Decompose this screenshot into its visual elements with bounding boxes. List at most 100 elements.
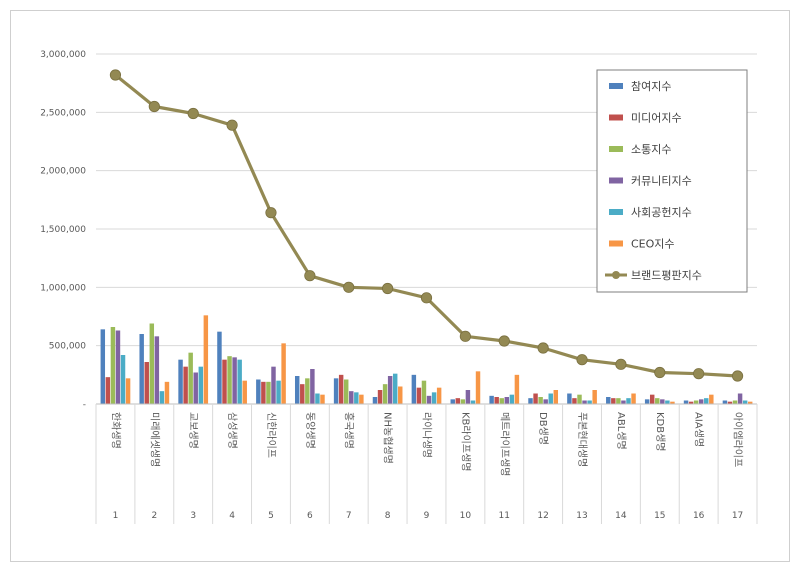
bar	[649, 394, 655, 404]
bar	[354, 392, 359, 404]
legend-swatch	[609, 177, 623, 184]
bar	[553, 390, 559, 404]
line-point	[187, 107, 199, 120]
bar	[237, 359, 242, 404]
bar	[421, 380, 427, 404]
bar	[475, 371, 481, 404]
bar	[436, 387, 442, 404]
line-point	[459, 330, 471, 342]
bar	[727, 401, 733, 404]
bar	[120, 355, 126, 404]
category-label: AIA생명	[693, 412, 705, 447]
bar	[577, 394, 582, 404]
category-label: 삼성생명	[226, 412, 238, 449]
bar	[606, 397, 611, 404]
legend-label: 미디어지수	[631, 112, 682, 125]
bar	[198, 366, 204, 404]
line-point	[693, 368, 705, 380]
bar	[737, 393, 743, 404]
bar	[178, 359, 183, 404]
bar	[450, 399, 455, 404]
bar	[300, 384, 305, 404]
bar	[611, 398, 616, 404]
bar	[533, 393, 538, 404]
bar	[359, 394, 364, 404]
line-point	[148, 100, 160, 113]
bar	[149, 323, 155, 404]
bar	[203, 315, 209, 404]
bar	[567, 393, 572, 404]
bar	[572, 398, 577, 404]
bar	[489, 395, 494, 404]
line-point	[576, 354, 588, 366]
rank-label: 4	[229, 511, 235, 521]
line-point	[304, 270, 316, 282]
category-label: KB라이프생명	[459, 412, 471, 471]
bar	[281, 343, 286, 404]
legend-line-marker	[612, 271, 620, 279]
bar	[655, 398, 660, 404]
line-point	[615, 358, 627, 370]
legend-label: 커뮤니티지수	[631, 175, 692, 188]
bar	[217, 331, 222, 404]
bar	[616, 398, 621, 404]
bar	[722, 400, 728, 404]
rank-label: 16	[693, 511, 705, 521]
bar	[538, 397, 543, 404]
bar	[392, 373, 398, 404]
bar	[693, 400, 699, 404]
rank-label: 9	[424, 511, 430, 521]
bar	[227, 356, 232, 404]
bar	[688, 401, 694, 404]
rank-label: 17	[732, 511, 743, 521]
rank-label: 15	[654, 511, 665, 521]
line-point	[537, 342, 549, 354]
bar	[504, 397, 510, 404]
bar	[631, 393, 636, 404]
line-point	[109, 69, 122, 81]
y-tick-label: 2,000,000	[40, 167, 86, 177]
line-series	[109, 69, 744, 382]
bar	[670, 401, 675, 404]
bar	[105, 377, 111, 404]
bar	[465, 390, 471, 404]
legend-label: 브랜드평판지수	[631, 269, 702, 282]
bar	[139, 334, 144, 404]
bar	[747, 401, 753, 404]
rank-label: 14	[615, 511, 627, 521]
x-axis: 한화생명 1 미래에셋생명 2 교보생명 3 삼성생명 4 신한라이프 5 동양생명 6 흥국생명 7 NH…	[95, 403, 758, 524]
rank-label: 10	[460, 511, 472, 521]
bar	[431, 392, 437, 404]
category-label: 신한라이프	[265, 412, 277, 458]
bar	[125, 378, 131, 404]
bar	[398, 386, 403, 404]
y-tick-label: 3,000,000	[40, 50, 86, 60]
rank-label: 1	[113, 511, 119, 521]
legend-label: CEO지수	[631, 238, 675, 251]
bar	[494, 397, 499, 404]
bar	[455, 398, 461, 404]
bar	[460, 399, 466, 404]
line-point	[731, 370, 744, 382]
bar	[411, 374, 417, 404]
rank-label: 13	[576, 511, 587, 521]
bar	[621, 400, 626, 404]
bar	[100, 329, 106, 404]
bar	[582, 400, 587, 404]
category-label: DB생명	[537, 412, 549, 445]
rank-label: 8	[385, 511, 391, 521]
bar	[266, 381, 271, 404]
bar	[164, 381, 170, 404]
bar	[188, 352, 193, 404]
bar	[416, 387, 422, 404]
bar	[732, 400, 738, 404]
bar	[426, 395, 432, 404]
legend-swatch	[609, 209, 623, 215]
bar	[514, 374, 520, 404]
bar	[665, 400, 670, 404]
bar	[183, 366, 188, 404]
bar	[709, 394, 714, 404]
rank-label: 5	[268, 511, 274, 521]
bar	[261, 381, 266, 404]
